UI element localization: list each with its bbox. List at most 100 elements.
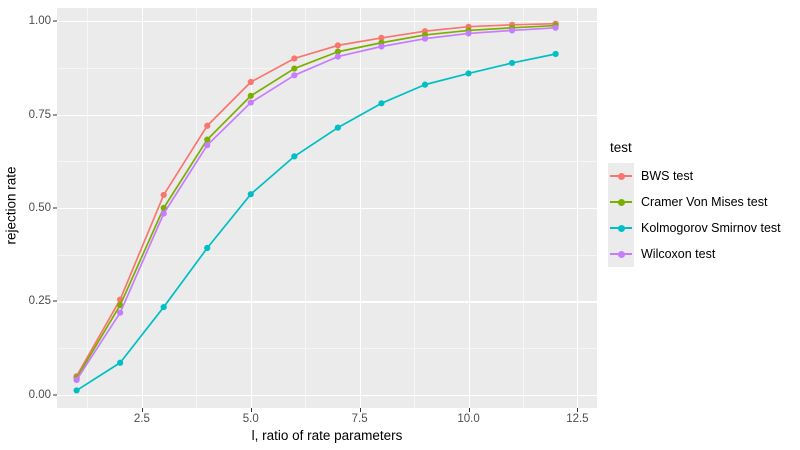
data-point [421, 81, 429, 88]
y-tick-label: 0.75 [28, 108, 51, 121]
gridline-major-horizontal [57, 301, 597, 303]
series-layer [73, 20, 559, 394]
series-line [75, 53, 557, 392]
gridline-major-horizontal [57, 114, 597, 116]
data-point [291, 55, 298, 62]
legend: test BWS test Cramer Von Mises test Kolmog… [608, 140, 798, 267]
legend-key-point-icon [618, 172, 625, 180]
data-point [378, 34, 385, 42]
data-point [204, 136, 211, 143]
series-line [75, 22, 557, 378]
y-tick-label: 0.50 [28, 202, 51, 214]
legend-key-point-icon [618, 224, 625, 232]
legend-label: BWS test [641, 169, 694, 183]
data-point [334, 42, 341, 49]
legend-key-swatch [608, 215, 634, 241]
legend-entry: Wilcoxon test [608, 241, 798, 267]
y-tick-mark [53, 394, 57, 396]
data-point [204, 122, 211, 129]
data-point [291, 65, 298, 72]
y-tick-label: 0.00 [28, 388, 51, 401]
data-point [421, 35, 429, 42]
gridline-major-vertical [468, 8, 470, 408]
legend-key-swatch [608, 241, 634, 267]
data-point [334, 53, 341, 60]
gridline-major-horizontal [57, 394, 597, 396]
data-point [291, 153, 298, 160]
legend-key-swatch [608, 163, 634, 189]
data-point [465, 70, 472, 77]
gridline-major-vertical [577, 8, 579, 408]
y-tick-mark [53, 207, 57, 209]
data-point [378, 43, 385, 50]
y-tick-label: 1.00 [28, 15, 51, 28]
y-axis-tick-labels: 0.00 0.25 0.50 0.75 1.00 [18, 0, 51, 410]
data-point [552, 24, 559, 31]
legend-label: Kolmogorov Smirnov test [641, 221, 781, 235]
x-tick-mark [141, 408, 143, 412]
data-point [247, 92, 254, 99]
y-tick-mark [53, 20, 57, 22]
gridline-major-vertical [359, 8, 361, 408]
legend-key-point-icon [618, 250, 625, 258]
legend-entry: BWS test [608, 163, 798, 189]
plot-panel [57, 8, 597, 408]
series-line [75, 26, 557, 381]
gridline-minor-horizontal [57, 254, 597, 256]
legend-entries: BWS test Cramer Von Mises test Kolmogorov … [608, 163, 798, 267]
data-point [334, 124, 341, 131]
data-point [117, 302, 124, 309]
data-point [117, 359, 124, 366]
data-point [552, 50, 559, 58]
gridline-major-horizontal [57, 208, 597, 210]
x-tick-label: 10.0 [457, 413, 480, 425]
x-tick-label: 7.5 [351, 413, 368, 425]
y-tick-mark [53, 114, 57, 116]
data-point [204, 244, 211, 252]
legend-title: test [610, 140, 632, 155]
data-point [160, 210, 167, 217]
x-tick-label: 12.5 [566, 413, 589, 425]
data-point [508, 27, 516, 34]
x-axis-ticks: 2.5 5.0 7.5 10.0 12.5 [57, 408, 597, 432]
y-tick-mark [53, 300, 57, 302]
legend-entry: Cramer Von Mises test [608, 189, 798, 215]
legend-key-point-icon [618, 198, 625, 206]
x-tick-mark [468, 408, 470, 412]
y-axis-title-text: rejection rate [3, 165, 19, 245]
gridline-minor-horizontal [57, 67, 597, 69]
data-point [204, 142, 211, 149]
data-point [291, 72, 298, 79]
data-point [160, 303, 167, 311]
legend-label: Wilcoxon test [641, 247, 716, 261]
data-point [247, 78, 254, 86]
data-point [334, 48, 341, 55]
x-tick-mark [250, 408, 252, 412]
gridline-minor-horizontal [57, 348, 597, 350]
data-point [160, 191, 167, 199]
data-point [73, 376, 80, 384]
data-point [247, 99, 254, 106]
gridline-major-vertical [250, 8, 252, 408]
data-point [117, 309, 124, 316]
data-point [247, 191, 254, 198]
gridline-major-vertical [141, 8, 143, 408]
legend-key-swatch [608, 189, 634, 215]
data-point [465, 30, 472, 37]
data-point [508, 59, 516, 67]
data-point [378, 100, 385, 107]
legend-entry: Kolmogorov Smirnov test [608, 215, 798, 241]
x-tick-mark [577, 408, 579, 412]
gridline-major-horizontal [57, 21, 597, 23]
legend-label: Cramer Von Mises test [641, 195, 768, 209]
data-point [73, 387, 80, 394]
series-line [75, 24, 557, 379]
data-point [160, 204, 167, 212]
x-tick-label: 5.0 [242, 413, 259, 425]
gridline-minor-horizontal [57, 161, 597, 163]
y-tick-label: 0.25 [28, 295, 51, 308]
x-tick-mark [359, 408, 361, 412]
x-tick-label: 2.5 [133, 413, 150, 425]
x-axis-title: l, ratio of rate parameters [251, 428, 403, 443]
